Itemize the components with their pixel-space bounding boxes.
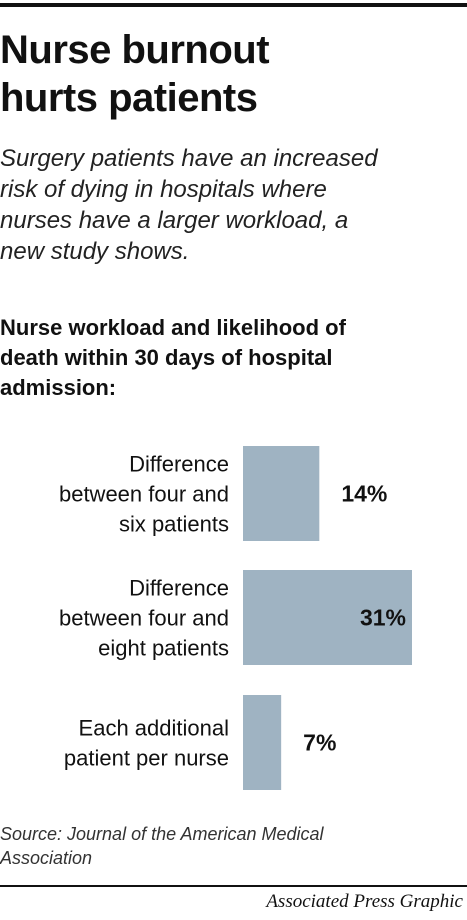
value-label-2: 31% xyxy=(360,605,406,631)
page-subtitle: Surgery patients have an increased risk … xyxy=(0,145,378,265)
category-label-2: Difference between four and eight patients xyxy=(59,576,229,661)
category-label-3: Each additional patient per nurse xyxy=(64,716,229,771)
category-label-1: Difference between four and six patients xyxy=(59,452,229,537)
bottom-rule xyxy=(0,885,467,887)
page-title: Nurse burnout hurts patients xyxy=(0,28,270,120)
source-note: Source: Journal of the American Medical … xyxy=(0,824,324,868)
top-rule xyxy=(0,3,467,7)
bar-chart: Difference between four and six patients 14… xyxy=(59,446,412,790)
bar-2 xyxy=(243,570,412,665)
bar-1 xyxy=(243,446,320,541)
value-label-1: 14% xyxy=(341,481,387,507)
bar-3 xyxy=(243,695,282,790)
credit-line: Associated Press Graphic xyxy=(266,891,463,912)
chart-title: Nurse workload and likelihood of death w… xyxy=(0,315,346,400)
value-label-3: 7% xyxy=(303,730,336,756)
